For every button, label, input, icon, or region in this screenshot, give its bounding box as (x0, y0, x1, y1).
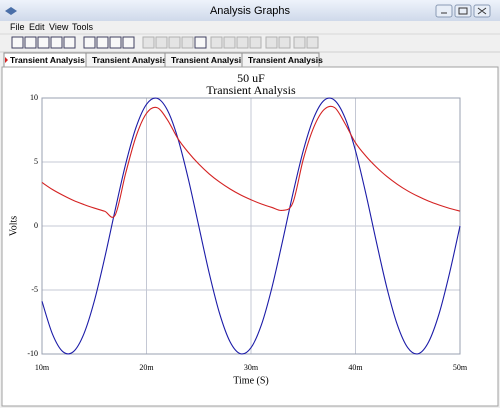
toolbar-button[interactable] (122, 36, 135, 49)
toolbar-button[interactable] (249, 36, 262, 49)
series-line (41, 97, 461, 355)
menu-item[interactable]: Tools (72, 22, 94, 32)
chart-title: 50 uF (237, 71, 265, 85)
tab-bar: Transient Analysis Transient Analysis Tran… (3, 52, 323, 68)
toolbar-button[interactable] (278, 36, 291, 49)
toolbar-button[interactable] (83, 36, 96, 49)
graph-area (1, 66, 499, 407)
x-axis-label: Time (S) (233, 375, 268, 386)
tab-label[interactable]: Transient Analysis (248, 55, 323, 65)
y-tick-label: -10 (27, 349, 38, 358)
toolbar-button[interactable] (37, 36, 50, 49)
y-tick-label: 0 (34, 221, 38, 230)
active-tab-marker (5, 57, 8, 63)
x-tick-label: 50m (453, 363, 468, 372)
title-bar (0, 0, 500, 21)
toolbar-button[interactable] (181, 36, 194, 49)
toolbar-button[interactable] (109, 36, 122, 49)
toolbar-button[interactable] (24, 36, 37, 49)
plot: 10 5 0 -5 -10 10m 20m 30m 40m 50m (27, 93, 468, 372)
toolbar-button[interactable] (194, 36, 207, 49)
toolbar-button[interactable] (210, 36, 223, 49)
toolbar-button[interactable] (11, 36, 24, 49)
toolbar-button[interactable] (142, 36, 155, 49)
toolbar-button[interactable] (223, 36, 236, 49)
app-icon (5, 7, 17, 15)
toolbar-button[interactable] (236, 36, 249, 49)
toolbar-button[interactable] (293, 36, 306, 49)
window-title: Analysis Graphs (210, 5, 291, 17)
y-tick-label: 5 (34, 157, 38, 166)
tab-label[interactable]: Transient Analysis (171, 55, 246, 65)
minimize-button[interactable] (435, 4, 453, 18)
toolbar-button[interactable] (265, 36, 278, 49)
y-tick-label: 10 (30, 93, 38, 102)
toolbar-button[interactable] (306, 36, 319, 49)
chart-subtitle: Transient Analysis (206, 83, 296, 97)
toolbar-button[interactable] (63, 36, 76, 49)
tab-label[interactable]: Transient Analysis (92, 55, 167, 65)
series-line (41, 105, 461, 218)
menu-item[interactable]: Edit (29, 22, 45, 32)
menu-item[interactable]: File (10, 22, 25, 32)
y-axis-label: Volts (8, 216, 19, 236)
toolbar-button[interactable] (50, 36, 63, 49)
menu-background (0, 21, 500, 34)
toolbar-button[interactable] (155, 36, 168, 49)
menu-bar: File Edit View Tools (0, 21, 500, 34)
x-tick-label: 10m (35, 363, 50, 372)
toolbar-button[interactable] (96, 36, 109, 49)
x-tick-label: 40m (348, 363, 363, 372)
toolbar-button[interactable] (168, 36, 181, 49)
tab-label[interactable]: Transient Analysis (10, 55, 85, 65)
menu-item[interactable]: View (49, 22, 69, 32)
toolbar (0, 33, 500, 53)
window-buttons[interactable] (435, 4, 491, 18)
x-tick-label: 30m (244, 363, 259, 372)
y-tick-label: -5 (31, 285, 38, 294)
x-tick-label: 20m (139, 363, 154, 372)
maximize-button[interactable] (454, 4, 472, 18)
